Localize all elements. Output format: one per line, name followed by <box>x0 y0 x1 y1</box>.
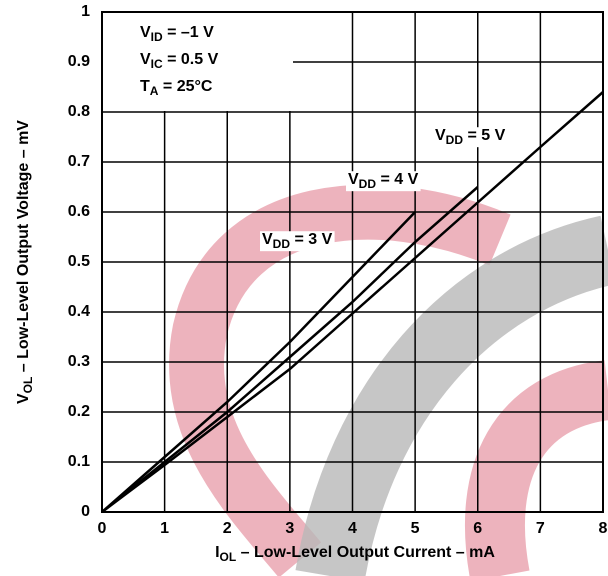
condition-part: = –1 V <box>163 24 214 41</box>
condition: TA = 25°C <box>140 78 213 98</box>
series-line <box>101 186 479 513</box>
series-label-part: V <box>435 127 446 144</box>
series-label: VDD = 4 V <box>348 171 419 191</box>
condition-part: ID <box>151 30 163 44</box>
series-line <box>101 211 417 513</box>
y-tick-label: 0.1 <box>68 453 90 470</box>
series-label-bg <box>260 231 335 252</box>
series-label-bg <box>433 127 508 148</box>
x-axis-title-part: – Low-Level Output Current – mA <box>236 544 495 561</box>
series-label-bg <box>346 171 421 192</box>
y-tick-label: 1 <box>81 3 90 20</box>
condition-part: = 25°C <box>158 78 212 95</box>
x-tick-label: 6 <box>473 520 482 537</box>
y-tick-label: 0.5 <box>68 253 90 270</box>
y-axis-title-part: V <box>15 393 32 404</box>
y-tick-label: 0.8 <box>68 103 90 120</box>
x-tick-label: 1 <box>160 520 169 537</box>
x-axis-title: IOL – Low-Level Output Current – mA <box>215 544 495 564</box>
plot-frame <box>101 11 604 513</box>
conditions-box <box>103 13 293 111</box>
condition-part: IC <box>151 57 163 71</box>
condition: VID = –1 V <box>140 24 214 44</box>
series-label-part: DD <box>446 133 464 147</box>
series-label-part: DD <box>359 177 377 191</box>
condition: VIC = 0.5 V <box>140 51 219 71</box>
x-axis-title-part: I <box>215 544 219 561</box>
condition-part: V <box>140 51 151 68</box>
y-tick-label: 0.9 <box>68 53 90 70</box>
x-tick-label: 8 <box>599 520 608 537</box>
y-tick-label: 0.4 <box>68 303 90 320</box>
y-axis-title: VOL – Low-Level Output Voltage – mV <box>15 120 35 404</box>
x-tick-label: 4 <box>348 520 357 537</box>
x-tick-label: 2 <box>223 520 232 537</box>
y-tick-label: 0.3 <box>68 353 90 370</box>
y-tick-label: 0.2 <box>68 403 90 420</box>
series-label: VDD = 5 V <box>435 127 506 147</box>
series-label: VDD = 3 V <box>262 231 333 251</box>
series-label-part: DD <box>273 237 291 251</box>
x-tick-label: 3 <box>285 520 294 537</box>
y-tick-label: 0.6 <box>68 203 90 220</box>
x-axis-title-part: OL <box>220 550 237 564</box>
y-axis-title-part: – Low-Level Output Voltage – mV <box>15 120 32 377</box>
y-tick-label: 0 <box>81 503 90 520</box>
series-label-part: = 5 V <box>463 127 506 144</box>
x-tick-label: 5 <box>411 520 420 537</box>
series-label-part: = 4 V <box>376 171 419 188</box>
condition-part: A <box>150 84 159 98</box>
x-tick-label: 0 <box>98 520 107 537</box>
series-label-part: = 3 V <box>290 231 333 248</box>
condition-part: = 0.5 V <box>163 51 219 68</box>
y-tick-label: 0.7 <box>68 153 90 170</box>
condition-part: T <box>140 78 150 95</box>
x-tick-label: 7 <box>536 520 545 537</box>
condition-part: V <box>140 24 151 41</box>
series-line <box>101 91 604 513</box>
y-axis-title-part: OL <box>21 377 35 394</box>
series-label-part: V <box>262 231 273 248</box>
series-label-part: V <box>348 171 359 188</box>
